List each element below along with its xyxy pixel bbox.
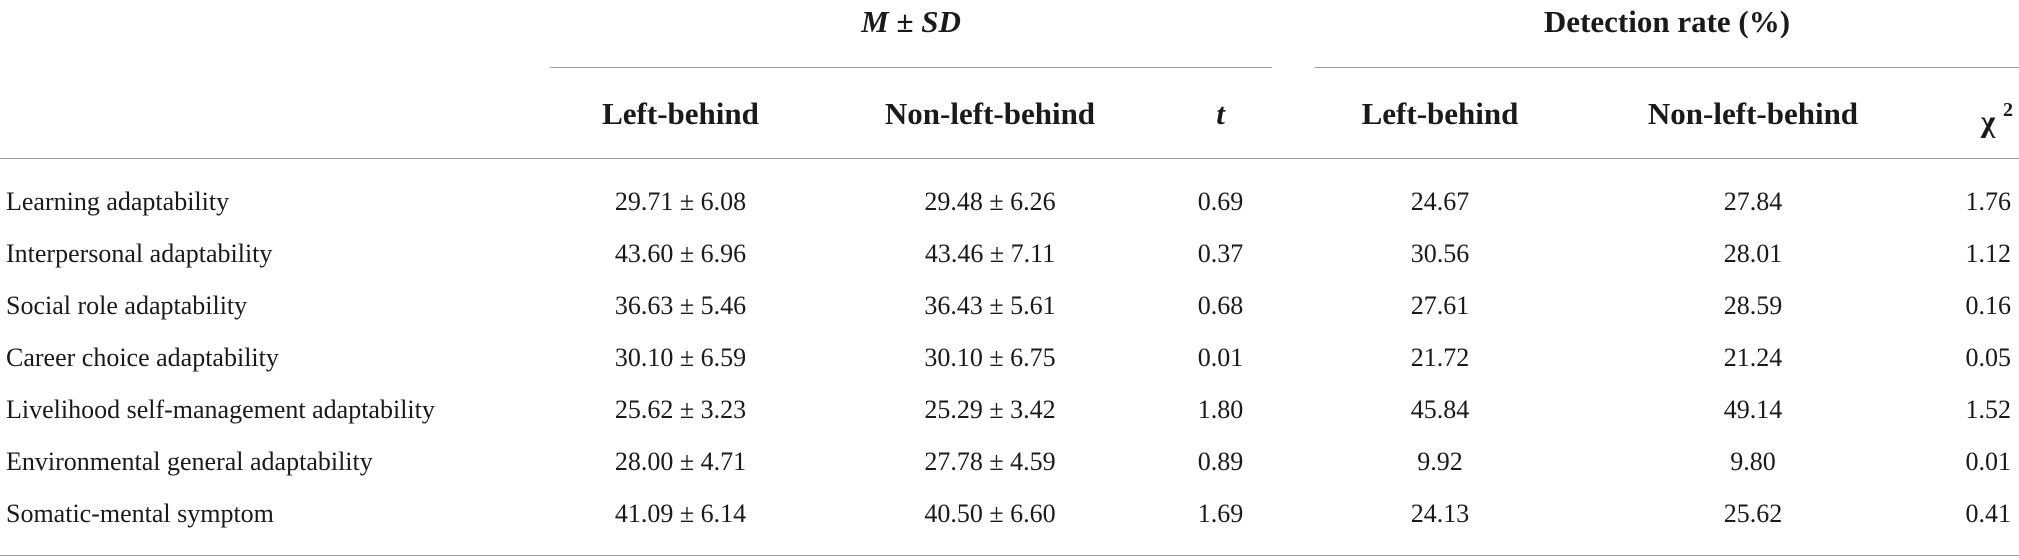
cell-left-behind-rate: 45.84: [1410, 395, 1470, 424]
chi-superscript: 2: [2003, 99, 2013, 121]
table-row: Learning adaptability 29.71 ± 6.08 29.48 ±…: [0, 176, 2019, 228]
row-label: Livelihood self-management adaptability: [6, 395, 435, 424]
table-bottom-rule: [0, 555, 2019, 556]
column-header-non-left-behind-msd: Non-left-behind: [884, 96, 1096, 131]
table-row: Livelihood self-management adaptability 2…: [0, 384, 2019, 436]
cell-non-left-behind-rate: 21.24: [1723, 343, 1783, 372]
column-header-left-behind-msd: Left-behind: [602, 96, 759, 131]
row-label: Environmental general adaptability: [6, 447, 373, 476]
table-row: Career choice adaptability 30.10 ± 6.59 30…: [0, 332, 2019, 384]
cell-chi-square: 0.05: [1965, 343, 2012, 372]
cell-left-behind-rate: 24.13: [1410, 499, 1470, 528]
cell-non-left-behind-rate: 49.14: [1723, 395, 1783, 424]
table-row: Environmental general adaptability 28.00 …: [0, 436, 2019, 488]
cell-non-left-behind-rate: 9.80: [1730, 447, 1776, 476]
cell-non-left-behind-rate: 25.62: [1723, 499, 1783, 528]
cell-non-left-behind-rate: 27.84: [1723, 187, 1783, 216]
cell-non-left-behind-rate: 28.59: [1723, 291, 1783, 320]
cell-t-value: 0.69: [1197, 187, 1244, 216]
row-label: Career choice adaptability: [6, 343, 279, 372]
cell-non-left-behind-rate: 28.01: [1723, 239, 1783, 268]
cell-chi-square: 1.52: [1965, 395, 2012, 424]
column-header-chi-square: χ 2: [1941, 92, 2019, 139]
table-row: Somatic-mental symptom 41.09 ± 6.14 40.50 …: [0, 488, 2019, 540]
cell-non-left-behind-msd: 29.48 ± 6.26: [924, 187, 1056, 216]
cell-chi-square: 0.16: [1965, 291, 2012, 320]
cell-t-value: 1.69: [1197, 499, 1244, 528]
cell-t-value: 0.01: [1197, 343, 1244, 372]
cell-non-left-behind-msd: 27.78 ± 4.59: [924, 447, 1056, 476]
column-header-non-left-behind-rate: Non-left-behind: [1647, 96, 1859, 131]
cell-chi-square: 0.41: [1965, 499, 2012, 528]
group-header-detection-rate: Detection rate (%): [1543, 4, 1791, 39]
sd-symbol: SD: [921, 4, 961, 39]
group-underline-detection-rate: [1315, 67, 2019, 68]
cell-non-left-behind-msd: 36.43 ± 5.61: [924, 291, 1056, 320]
cell-non-left-behind-msd: 43.46 ± 7.11: [924, 239, 1056, 268]
cell-left-behind-msd: 28.00 ± 4.71: [614, 447, 747, 476]
cell-left-behind-rate: 30.56: [1410, 239, 1470, 268]
cell-t-value: 0.37: [1197, 239, 1244, 268]
column-header-left-behind-rate: Left-behind: [1361, 96, 1519, 131]
chi-symbol: χ: [1980, 103, 2003, 139]
cell-left-behind-rate: 27.61: [1410, 291, 1470, 320]
cell-chi-square: 1.76: [1965, 187, 2012, 216]
cell-chi-square: 1.12: [1965, 239, 2012, 268]
cell-t-value: 1.80: [1197, 395, 1244, 424]
cell-non-left-behind-msd: 25.29 ± 3.42: [924, 395, 1056, 424]
cell-left-behind-msd: 30.10 ± 6.59: [614, 343, 747, 372]
row-label: Interpersonal adaptability: [6, 239, 273, 268]
plus-minus-symbol: ±: [888, 4, 922, 39]
cell-left-behind-msd: 43.60 ± 6.96: [614, 239, 747, 268]
cell-non-left-behind-msd: 30.10 ± 6.75: [924, 343, 1056, 372]
cell-left-behind-rate: 24.67: [1410, 187, 1470, 216]
mean-symbol: M: [861, 4, 889, 39]
cell-t-value: 0.68: [1197, 291, 1244, 320]
row-label: Learning adaptability: [6, 187, 230, 216]
row-label: Somatic-mental symptom: [6, 499, 274, 528]
cell-left-behind-rate: 21.72: [1410, 343, 1470, 372]
column-header-t: t: [1216, 96, 1225, 131]
cell-left-behind-msd: 29.71 ± 6.08: [614, 187, 747, 216]
cell-left-behind-rate: 9.92: [1417, 447, 1463, 476]
cell-left-behind-msd: 25.62 ± 3.23: [614, 395, 747, 424]
group-underline-mean-sd: [550, 67, 1272, 68]
table-row: Social role adaptability 36.63 ± 5.46 36.4…: [0, 280, 2019, 332]
cell-t-value: 0.89: [1197, 447, 1244, 476]
cell-left-behind-msd: 36.63 ± 5.46: [614, 291, 747, 320]
table-row: Interpersonal adaptability 43.60 ± 6.96 43…: [0, 228, 2019, 280]
cell-chi-square: 0.01: [1965, 447, 2012, 476]
cell-left-behind-msd: 41.09 ± 6.14: [614, 499, 747, 528]
group-header-mean-sd: M ± SD: [550, 2, 1272, 42]
row-label: Social role adaptability: [6, 291, 248, 320]
cell-non-left-behind-msd: 40.50 ± 6.60: [924, 499, 1056, 528]
header-bottom-rule: [0, 158, 2019, 159]
